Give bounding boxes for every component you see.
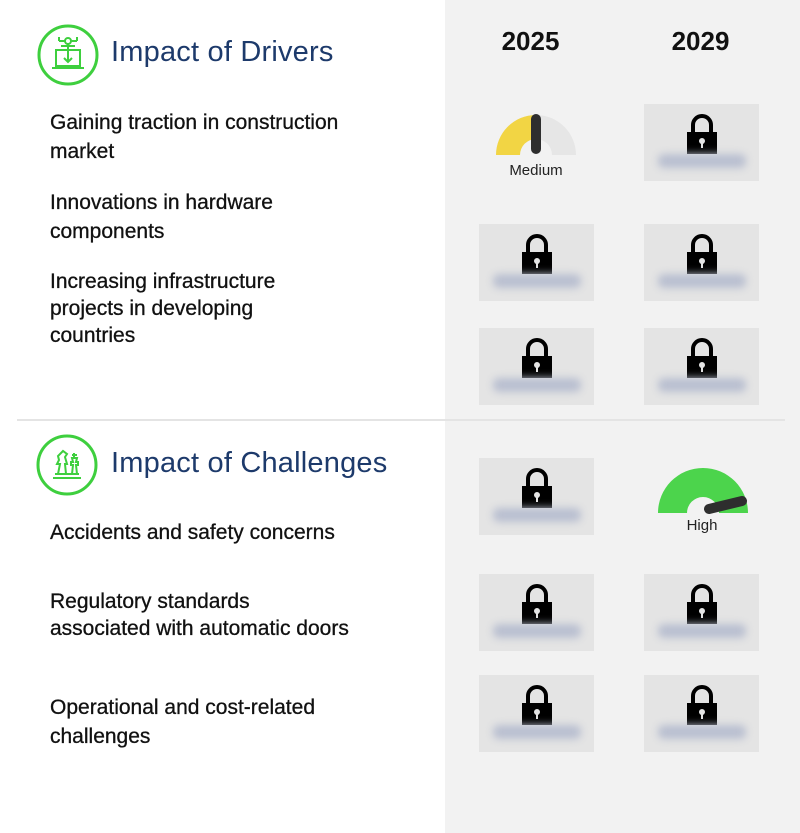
laptop-circuit-icon <box>37 24 99 86</box>
drivers-title: Impact of Drivers <box>111 36 334 68</box>
lock-icon <box>687 234 717 274</box>
blurred-value <box>493 378 581 392</box>
blurred-value <box>493 508 581 522</box>
gauge-needle <box>531 114 541 154</box>
locked-cell[interactable] <box>644 104 759 181</box>
blurred-value <box>658 725 746 739</box>
lock-icon <box>687 338 717 378</box>
locked-cell[interactable] <box>479 675 594 752</box>
lock-icon <box>522 234 552 274</box>
gauge-needle <box>704 496 747 514</box>
blurred-value <box>493 624 581 638</box>
locked-cell[interactable] <box>479 574 594 651</box>
lock-icon <box>687 685 717 725</box>
challenge-label: Operational and cost-related challenges <box>50 696 315 748</box>
lock-icon <box>522 468 552 508</box>
medium-gauge <box>496 114 576 155</box>
challenge-label: Regulatory standards associated with aut… <box>50 590 349 640</box>
driver-label: Innovations in hardware components <box>50 191 273 243</box>
challenge-label: Accidents and safety concerns <box>50 521 335 544</box>
blurred-value <box>658 378 746 392</box>
blurred-value <box>493 274 581 288</box>
blurred-value <box>658 154 746 168</box>
blurred-value <box>493 725 581 739</box>
locked-cell[interactable] <box>644 224 759 301</box>
locked-cell[interactable] <box>479 328 594 405</box>
year-header-2025: 2025 <box>501 26 560 56</box>
locked-cell[interactable] <box>479 458 594 535</box>
year-header-2029: 2029 <box>671 26 730 56</box>
gauge-level-label: High <box>686 517 718 534</box>
driver-label: Increasing infrastructure projects in de… <box>50 270 276 347</box>
challenges-title: Impact of Challenges <box>111 447 388 479</box>
driver-label: Gaining traction in construction market <box>50 111 339 163</box>
lock-icon <box>522 685 552 725</box>
high-gauge <box>658 468 748 514</box>
locked-cell[interactable] <box>644 574 759 651</box>
lock-icon <box>687 114 717 154</box>
locked-cell[interactable] <box>644 675 759 752</box>
lock-icon <box>687 584 717 624</box>
locked-cell[interactable] <box>644 328 759 405</box>
lock-icon <box>522 584 552 624</box>
section-divider <box>17 419 785 421</box>
locked-cell[interactable] <box>479 224 594 301</box>
gauge-level-label: Medium <box>509 162 563 179</box>
chess-pieces-icon <box>36 434 98 496</box>
blurred-value <box>658 274 746 288</box>
blurred-value <box>658 624 746 638</box>
lock-icon <box>522 338 552 378</box>
